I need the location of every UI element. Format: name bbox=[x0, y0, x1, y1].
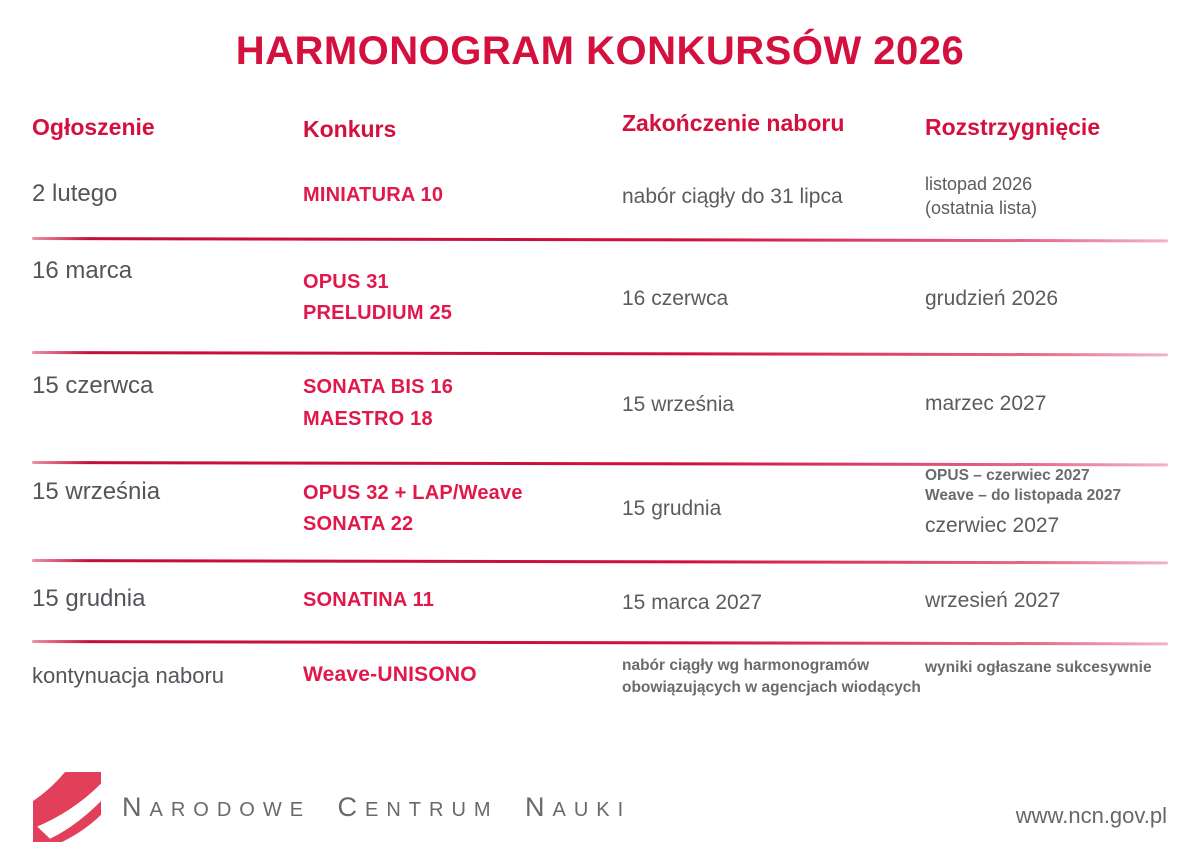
row3-announcement: 15 czerwca bbox=[32, 372, 154, 399]
row4-resolution-note2: Weave – do listopada 2027 bbox=[925, 487, 1122, 504]
row1-announcement: 2 lutego bbox=[32, 180, 118, 207]
row-divider bbox=[31, 640, 1169, 646]
row6-competition: Weave-UNISONO bbox=[303, 663, 477, 686]
row6-announcement: kontynuacja naboru bbox=[32, 663, 225, 688]
row-divider bbox=[31, 559, 1169, 565]
row2-competition-1: OPUS 31 bbox=[303, 271, 389, 293]
row-divider bbox=[31, 351, 1169, 357]
row2-competition-2: PRELUDIUM 25 bbox=[303, 302, 453, 324]
row4-competition-2: SONATA 22 bbox=[303, 513, 414, 535]
row3-resolution: marzec 2027 bbox=[925, 392, 1047, 415]
row1-competition: MINIATURA 10 bbox=[303, 184, 444, 206]
row-divider bbox=[31, 461, 1169, 467]
row6-closing-line2: obowiązujących w agencjach wiodących bbox=[622, 679, 921, 696]
row4-announcement: 15 września bbox=[32, 478, 161, 505]
column-header-competition: Konkurs bbox=[303, 116, 397, 142]
row6-closing-line1: nabór ciągły wg harmonogramów bbox=[622, 657, 870, 674]
organization-name: NARODOWE CENTRUM NAUKI bbox=[122, 792, 645, 823]
website-url: www.ncn.gov.pl bbox=[1015, 803, 1167, 828]
column-header-closing: Zakończenie naboru bbox=[622, 110, 845, 136]
row6-resolution: wyniki ogłaszane sukcesywnie bbox=[925, 659, 1152, 676]
org-word: NAUKI bbox=[525, 792, 632, 822]
row1-resolution-line2: (ostatnia lista) bbox=[925, 198, 1038, 218]
column-header-resolution: Rozstrzygnięcie bbox=[925, 114, 1101, 140]
row3-competition-2: MAESTRO 18 bbox=[303, 408, 433, 430]
org-word: CENTRUM bbox=[337, 792, 499, 822]
org-word: NARODOWE bbox=[122, 792, 312, 822]
row2-closing: 16 czerwca bbox=[622, 287, 729, 310]
row5-closing: 15 marca 2027 bbox=[622, 591, 763, 614]
row3-competition-1: SONATA BIS 16 bbox=[303, 376, 454, 398]
row2-resolution: grudzień 2026 bbox=[925, 287, 1059, 310]
row-divider bbox=[31, 237, 1169, 243]
row4-competition-1: OPUS 32 + LAP/Weave bbox=[303, 482, 523, 504]
row3-closing: 15 września bbox=[622, 393, 735, 416]
row1-resolution-line1: listopad 2026 bbox=[925, 174, 1033, 194]
row5-announcement: 15 grudnia bbox=[32, 585, 146, 612]
row4-resolution: czerwiec 2027 bbox=[925, 514, 1060, 537]
row5-competition: SONATINA 11 bbox=[303, 589, 435, 611]
row5-resolution: wrzesień 2027 bbox=[925, 589, 1061, 612]
row4-resolution-note1: OPUS – czerwiec 2027 bbox=[925, 467, 1090, 484]
row1-closing: nabór ciągły do 31 lipca bbox=[622, 185, 843, 208]
page-title: HARMONOGRAM KONKURSÓW 2026 bbox=[235, 29, 965, 73]
row2-announcement: 16 marca bbox=[32, 257, 133, 284]
row4-closing: 15 grudnia bbox=[622, 497, 722, 520]
ncn-logo-icon bbox=[33, 772, 101, 842]
column-header-announcement: Ogłoszenie bbox=[32, 114, 155, 140]
